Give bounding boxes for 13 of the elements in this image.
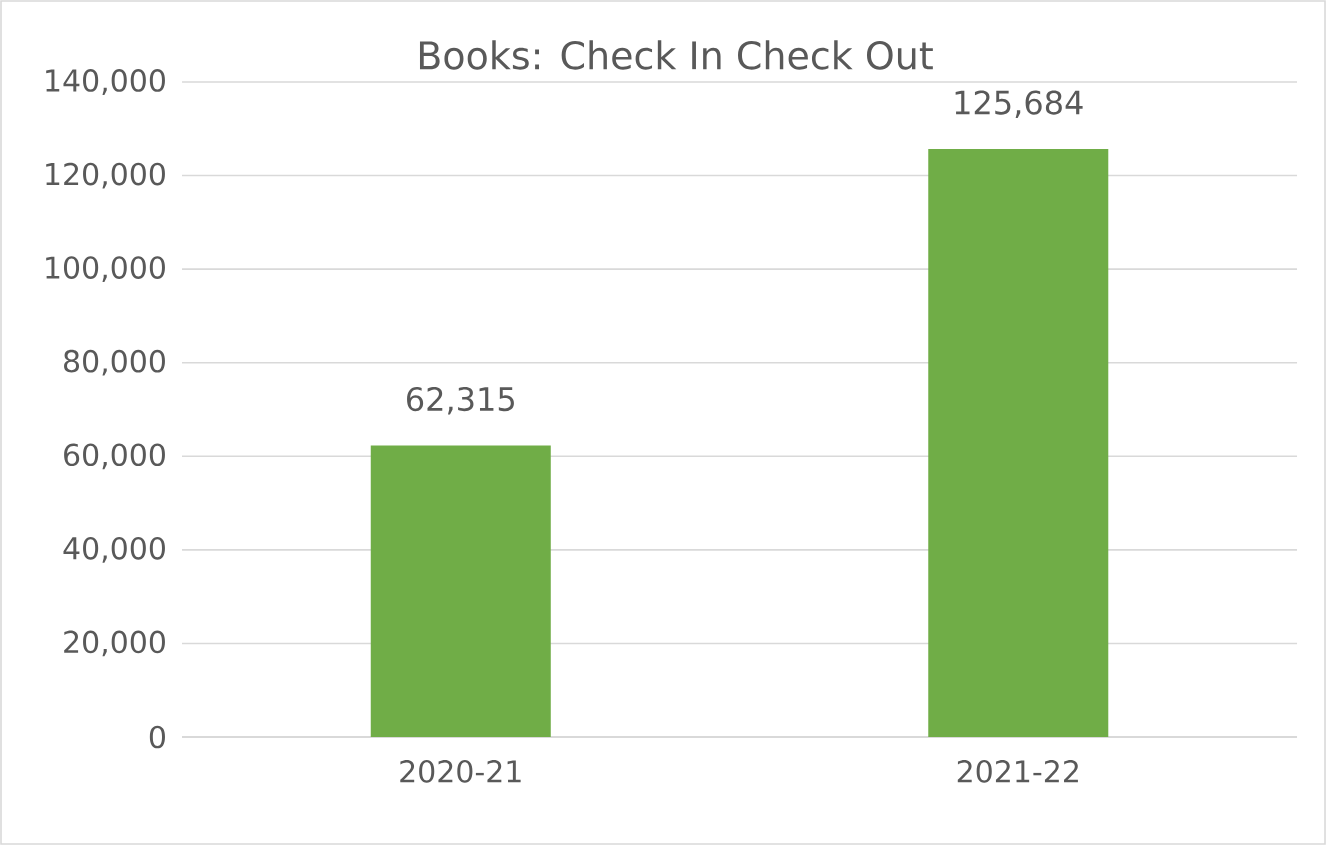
x-tick-label: 2021-22	[957, 760, 1078, 783]
y-tick-label: 40,000	[63, 536, 165, 563]
y-tick-label: 60,000	[64, 443, 165, 470]
y-tick-label: 100,000	[46, 256, 165, 283]
data-label: 125,684	[955, 90, 1083, 118]
y-tick-label: 0	[149, 725, 165, 749]
x-tick-label: 2020-21	[400, 760, 521, 783]
data-label: 62,315	[407, 386, 514, 415]
y-tick-label: 140,000	[46, 69, 165, 95]
y-tick-label: 120,000	[46, 162, 165, 189]
y-tick-label: 80,000	[64, 349, 165, 376]
chart-title: Books: Check In Check Out	[419, 40, 933, 70]
y-tick-label: 20,000	[64, 630, 165, 657]
